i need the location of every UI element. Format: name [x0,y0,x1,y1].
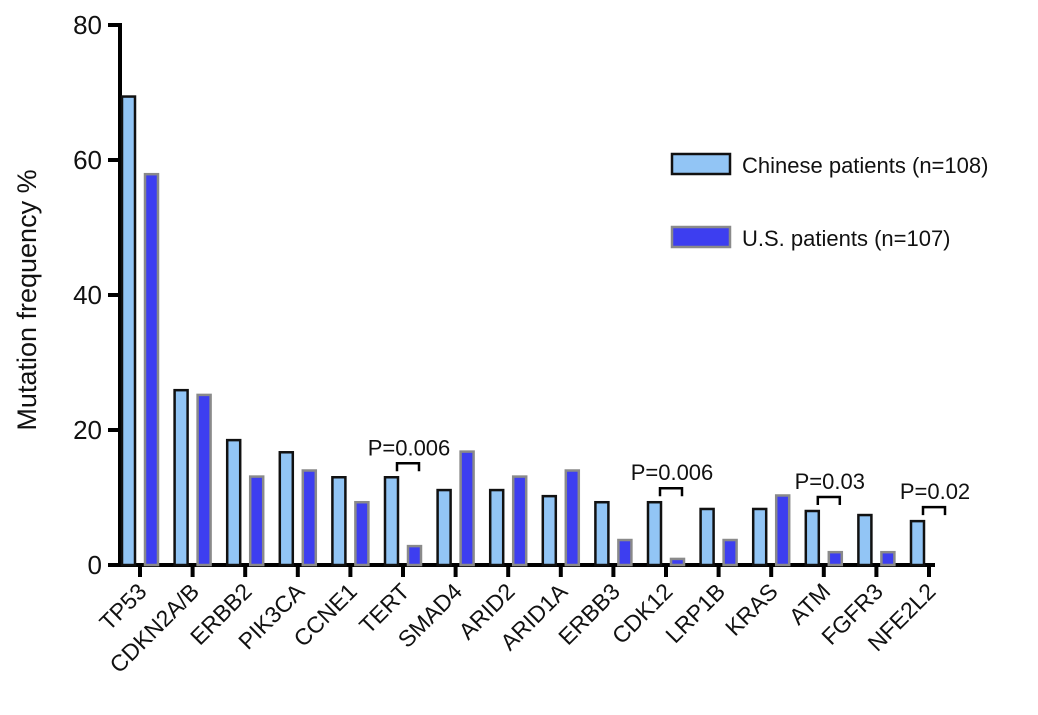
p-value-bracket [658,486,684,497]
p-value-label: P=0.02 [900,479,970,504]
x-tick-label: LRP1B [660,578,730,648]
bar-us-cdkn2a-b [196,393,212,567]
bar-us-erbb2 [248,475,265,567]
legend-swatch [670,152,732,176]
y-axis-label: Mutation frequency % [12,169,42,430]
bar-us-arid1a [564,469,581,567]
p-value-bracket [816,495,842,505]
legend-label: U.S. patients (n=107) [742,226,951,251]
x-tick-label: CDK12 [607,578,678,649]
y-tick-label: 80 [73,10,102,40]
bar-us-ccne1 [354,500,370,567]
p-value-bracket [395,462,421,472]
bar-us-atm [827,550,844,567]
bar-us-lrp1b [722,538,738,567]
p-value-label: P=0.006 [368,435,451,460]
bar-chinese-cdk12 [646,500,663,567]
bar-us-fgfr3 [880,550,896,567]
bar-chinese-pik3ca [278,451,295,567]
y-tick-label: 20 [73,415,102,445]
bar-chinese-tp53 [120,95,137,567]
bar-chinese-lrp1b [699,507,715,567]
bar-us-arid2 [511,475,528,567]
y-tick-label: 60 [73,145,102,175]
bar-us-erbb3 [617,538,633,567]
p-value-label: P=0.006 [631,460,714,485]
bar-chinese-cdkn2a-b [173,388,189,567]
p-value-bracket [921,505,947,516]
bar-us-tert [406,544,423,567]
bars [120,95,926,567]
bar-us-pik3ca [301,469,318,567]
legend: Chinese patients (n=108) U.S. patients (n… [670,152,988,251]
bar-chinese-arid2 [488,488,505,567]
bar-chinese-arid1a [541,494,558,567]
y-tick-label: 0 [88,550,102,580]
bar-chinese-smad4 [436,488,452,567]
bar-us-smad4 [459,450,475,567]
y-axis: 0 20 40 60 80 [73,10,122,580]
bar-us-tp53 [143,172,160,567]
p-value-annotations: P=0.006 P=0.006 P=0.03 P=0.02 [368,435,970,516]
bar-chinese-tert [383,476,400,567]
legend-label: Chinese patients (n=108) [742,153,988,178]
x-axis: TP53CDKN2A/BERBB2PIK3CACCNE1TERTSMAD4ARI… [94,563,941,678]
bar-chinese-kras [751,507,768,567]
x-tick-label: KRAS [720,578,783,641]
bar-chinese-erbb3 [594,500,610,567]
bar-us-cdk12 [669,557,686,567]
y-tick-label: 40 [73,280,102,310]
bar-chinese-atm [804,509,821,567]
bar-chinese-erbb2 [225,438,242,567]
legend-swatch [670,225,732,249]
bar-us-kras [774,494,791,567]
bar-chinese-nfe2l2 [909,519,926,567]
p-value-label: P=0.03 [795,469,865,494]
bar-chinese-ccne1 [331,476,347,567]
bar-chinese-fgfr3 [857,513,873,567]
